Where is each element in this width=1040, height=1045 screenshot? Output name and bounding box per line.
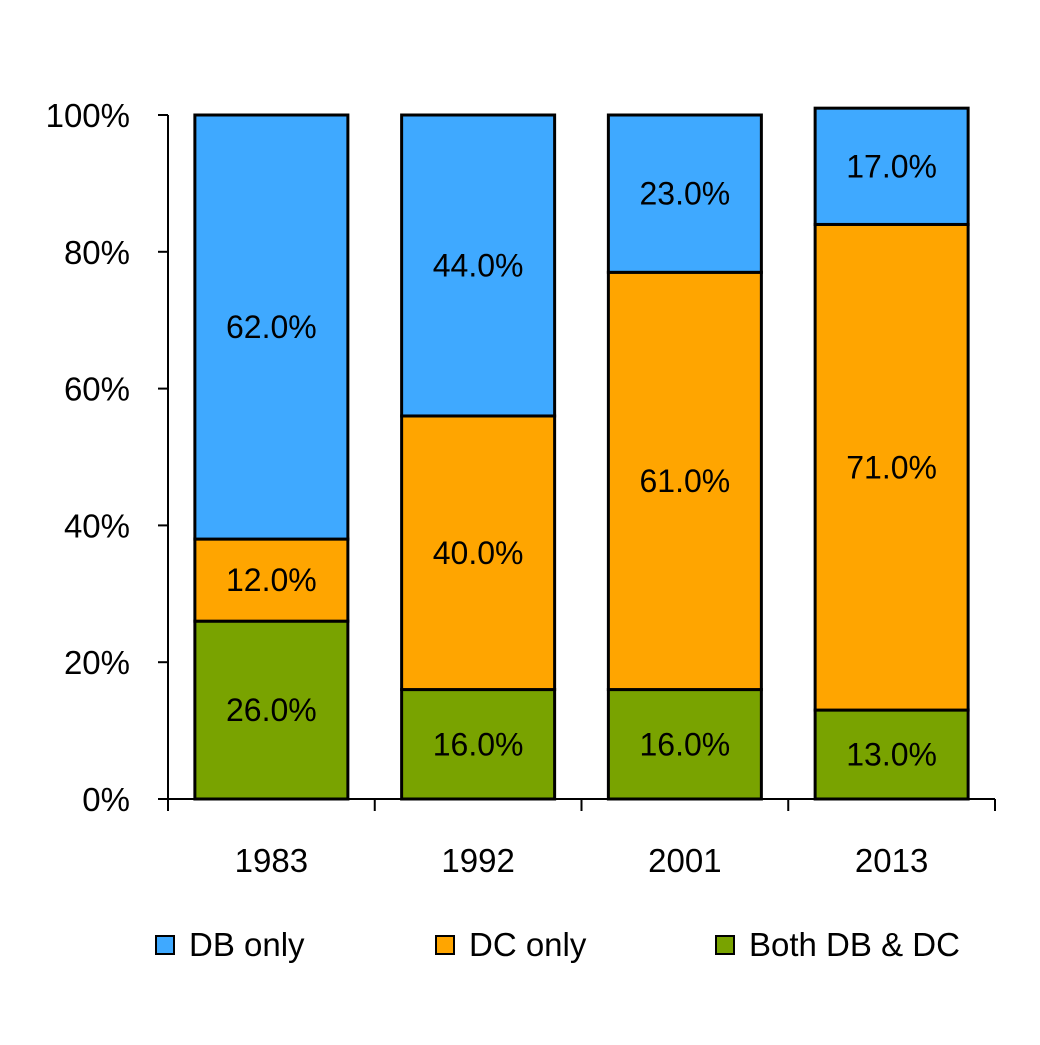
bar-2001-db-only xyxy=(606,113,763,274)
bar-2013-dc-only xyxy=(813,222,970,712)
data-label-2001-both-db-dc: 16.0% xyxy=(640,726,731,762)
data-label-1983-db-only: 62.0% xyxy=(226,309,317,345)
chart-legend: DB only DC only Both DB & DC xyxy=(0,915,1040,975)
y-tick-label-1: 20% xyxy=(64,644,130,681)
data-label-2013-dc-only: 71.0% xyxy=(846,449,937,485)
legend-swatch-dc-only xyxy=(435,935,455,955)
legend-item-dc-only: DC only xyxy=(435,915,586,975)
legend-item-db-only: DB only xyxy=(155,915,305,975)
bar-1983-db-only xyxy=(193,113,350,541)
x-tick-label-1983: 1983 xyxy=(235,842,308,879)
data-label-2013-db-only: 17.0% xyxy=(846,148,937,184)
y-tick-label-5: 100% xyxy=(46,97,130,134)
data-label-1983-dc-only: 12.0% xyxy=(226,562,317,598)
bar-2001-dc-only xyxy=(606,270,763,692)
legend-label-dc-only: DC only xyxy=(469,926,587,963)
bar-2013-db-only xyxy=(813,106,970,226)
data-label-2001-dc-only: 61.0% xyxy=(640,463,731,499)
bar-1992-dc-only xyxy=(400,414,557,692)
data-label-1983-both-db-dc: 26.0% xyxy=(226,692,317,728)
data-label-1992-db-only: 44.0% xyxy=(433,247,524,283)
x-tick-label-2001: 2001 xyxy=(648,842,721,879)
data-label-2013-both-db-dc: 13.0% xyxy=(846,737,937,773)
bar-1983-both-db-dc xyxy=(193,619,350,801)
bar-1992-db-only xyxy=(400,113,557,418)
data-label-1992-dc-only: 40.0% xyxy=(433,535,524,571)
legend-item-both: Both DB & DC xyxy=(715,915,960,975)
y-tick-label-4: 80% xyxy=(64,234,130,271)
data-label-1992-both-db-dc: 16.0% xyxy=(433,726,524,762)
y-tick-label-0: 0% xyxy=(82,781,130,818)
legend-label-both: Both DB & DC xyxy=(749,926,960,963)
bar-2013-both-db-dc xyxy=(813,708,970,801)
x-tick-label-2013: 2013 xyxy=(855,842,928,879)
y-tick-label-2: 40% xyxy=(64,507,130,544)
legend-swatch-db-only xyxy=(155,935,175,955)
bar-1983-dc-only xyxy=(193,537,350,623)
legend-swatch-both xyxy=(715,935,735,955)
data-label-2001-db-only: 23.0% xyxy=(640,176,731,212)
x-tick-label-1992: 1992 xyxy=(441,842,514,879)
y-tick-label-3: 60% xyxy=(64,371,130,408)
bar-1992-both-db-dc xyxy=(400,688,557,801)
legend-label-db-only: DB only xyxy=(189,926,305,963)
